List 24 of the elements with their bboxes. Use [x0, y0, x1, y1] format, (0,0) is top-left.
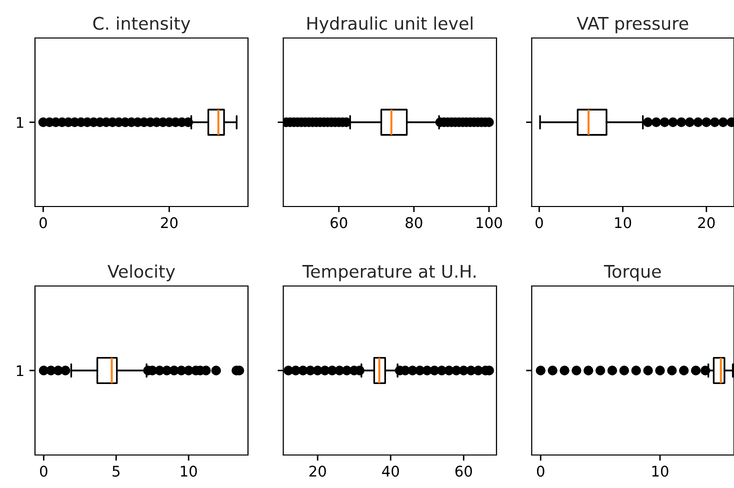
y-tick-label: 1 — [16, 117, 24, 128]
y-tick-label: 1 — [16, 365, 24, 376]
chart-title: Temperature at U.H. — [302, 265, 476, 282]
x-tick-label: 20 — [698, 217, 715, 228]
x-tick-label: 0 — [536, 217, 543, 228]
x-tick-label: 40 — [382, 466, 399, 477]
x-tick-label: 5 — [112, 466, 120, 477]
chart-title: C. intensity — [93, 16, 190, 34]
x-tick-label: 0 — [40, 217, 47, 228]
x-tick-label: 10 — [615, 217, 632, 228]
x-tick-label: 60 — [330, 217, 348, 228]
x-tick-label: 100 — [476, 217, 502, 228]
x-tick-label: 20 — [309, 466, 326, 477]
chart-title: Torque — [604, 265, 661, 282]
chart-title: Hydraulic unit level — [307, 16, 472, 34]
x-tick-label: 0 — [536, 466, 544, 477]
x-tick-label: 20 — [161, 217, 178, 228]
x-tick-label: 60 — [455, 466, 472, 477]
chart-title: Velocity — [108, 264, 176, 282]
x-tick-label: 10 — [180, 466, 197, 477]
x-tick-label: 10 — [652, 466, 668, 477]
x-tick-label: 0 — [40, 466, 48, 477]
chart-title: VAT pressure — [576, 17, 688, 34]
x-tick-label: 80 — [406, 217, 422, 228]
